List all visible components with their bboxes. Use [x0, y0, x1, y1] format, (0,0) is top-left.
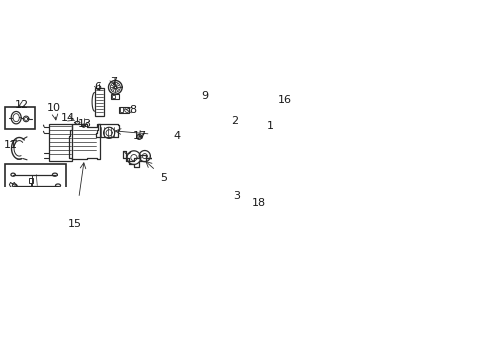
- Text: 5: 5: [160, 173, 167, 183]
- Text: 12: 12: [15, 100, 29, 110]
- Bar: [5, 107, 35, 129]
- Bar: [119, 107, 128, 113]
- Bar: [231, 173, 236, 176]
- Text: 11: 11: [3, 140, 18, 150]
- Text: 13: 13: [78, 118, 92, 129]
- Text: 9: 9: [201, 91, 208, 101]
- Text: 2: 2: [230, 116, 238, 126]
- Text: 4: 4: [173, 131, 180, 141]
- Text: 16: 16: [278, 95, 291, 105]
- Bar: [29, 178, 33, 183]
- Bar: [95, 88, 103, 116]
- Bar: [229, 178, 238, 184]
- Text: 10: 10: [47, 103, 61, 113]
- Text: 1: 1: [266, 121, 273, 131]
- Bar: [112, 95, 115, 98]
- Bar: [235, 138, 240, 162]
- Bar: [49, 123, 72, 161]
- Bar: [217, 106, 224, 112]
- Text: 14: 14: [61, 113, 75, 123]
- Bar: [111, 94, 119, 99]
- Text: 6: 6: [94, 82, 102, 92]
- Text: 17: 17: [133, 131, 147, 141]
- Text: 18: 18: [251, 198, 265, 208]
- Text: 8: 8: [129, 105, 137, 115]
- Bar: [5, 164, 65, 213]
- Text: 15: 15: [68, 219, 82, 229]
- Bar: [120, 107, 123, 112]
- Bar: [242, 138, 246, 162]
- Text: 3: 3: [233, 191, 240, 201]
- Bar: [228, 138, 233, 162]
- Text: 7: 7: [110, 77, 117, 87]
